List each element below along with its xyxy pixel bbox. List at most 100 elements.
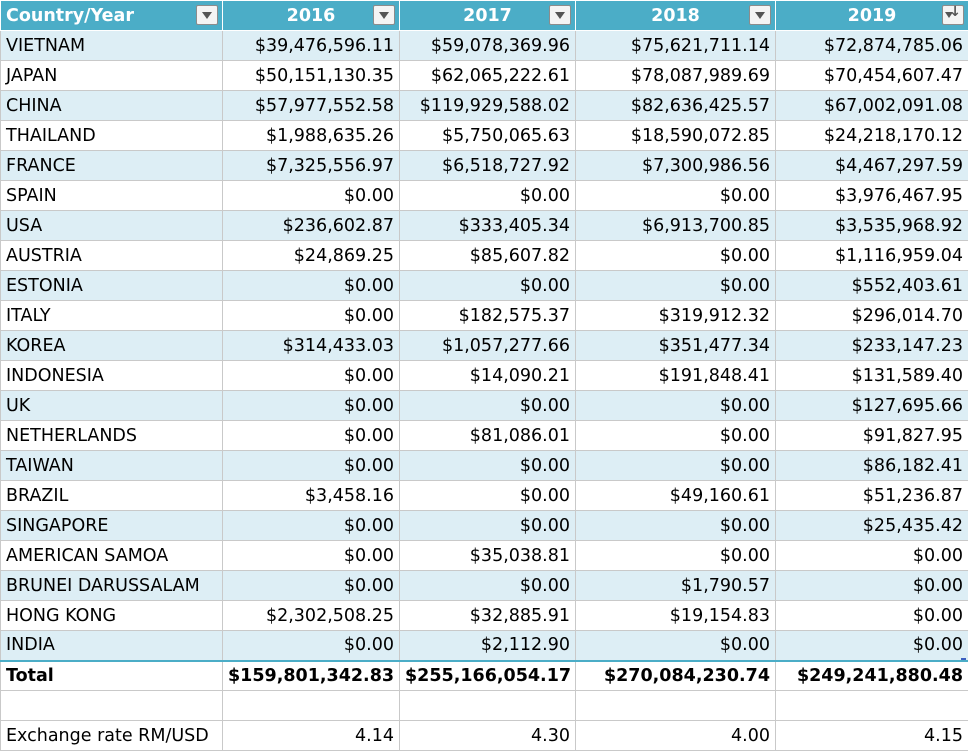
value-cell[interactable]: $75,621,711.14	[575, 30, 776, 61]
value-cell[interactable]: $78,087,989.69	[575, 60, 776, 91]
value-cell[interactable]: $0.00	[399, 180, 576, 211]
exchange-rate-cell[interactable]: 4.15	[775, 720, 968, 751]
country-cell[interactable]: JAPAN	[0, 60, 223, 91]
filter-dropdown-icon[interactable]	[373, 5, 395, 25]
country-cell[interactable]: TAIWAN	[0, 450, 223, 481]
value-cell[interactable]: $0.00	[575, 450, 776, 481]
value-cell[interactable]: $0.00	[399, 480, 576, 511]
value-cell[interactable]: $24,869.25	[222, 240, 400, 271]
value-cell[interactable]: $81,086.01	[399, 420, 576, 451]
value-cell[interactable]: $67,002,091.08	[775, 90, 968, 121]
header-year-2016[interactable]: 2016	[222, 0, 400, 31]
value-cell[interactable]: $333,405.34	[399, 210, 576, 241]
value-cell[interactable]: $91,827.95	[775, 420, 968, 451]
value-cell[interactable]: $18,590,072.85	[575, 120, 776, 151]
country-cell[interactable]: AMERICAN SAMOA	[0, 540, 223, 571]
value-cell[interactable]: $70,454,607.47	[775, 60, 968, 91]
value-cell[interactable]: $296,014.70	[775, 300, 968, 331]
country-cell[interactable]: BRUNEI DARUSSALAM	[0, 570, 223, 601]
value-cell[interactable]: $0.00	[222, 270, 400, 301]
value-cell[interactable]: $119,929,588.02	[399, 90, 576, 121]
value-cell[interactable]: $35,038.81	[399, 540, 576, 571]
value-cell[interactable]: $2,302,508.25	[222, 600, 400, 631]
value-cell[interactable]: $59,078,369.96	[399, 30, 576, 61]
exchange-rate-cell[interactable]: 4.14	[222, 720, 400, 751]
value-cell[interactable]: $86,182.41	[775, 450, 968, 481]
value-cell[interactable]: $19,154.83	[575, 600, 776, 631]
country-cell[interactable]: HONG KONG	[0, 600, 223, 631]
header-year-2017[interactable]: 2017	[399, 0, 576, 31]
header-year-2019[interactable]: 2019 ↓	[775, 0, 968, 31]
value-cell[interactable]: $182,575.37	[399, 300, 576, 331]
empty-cell[interactable]	[575, 690, 776, 721]
country-cell[interactable]: NETHERLANDS	[0, 420, 223, 451]
value-cell[interactable]: $233,147.23	[775, 330, 968, 361]
value-cell[interactable]: $0.00	[222, 300, 400, 331]
value-cell[interactable]: $0.00	[575, 390, 776, 421]
value-cell[interactable]: $0.00	[399, 570, 576, 601]
country-cell[interactable]: CHINA	[0, 90, 223, 121]
country-cell[interactable]: AUSTRIA	[0, 240, 223, 271]
value-cell[interactable]: $0.00	[775, 570, 968, 601]
value-cell[interactable]: $0.00	[775, 630, 968, 661]
total-value-cell[interactable]: $249,241,880.48	[775, 659, 968, 691]
value-cell[interactable]: $0.00	[222, 510, 400, 541]
total-value-cell[interactable]: $159,801,342.83	[222, 659, 400, 691]
value-cell[interactable]: $0.00	[399, 390, 576, 421]
country-cell[interactable]: THAILAND	[0, 120, 223, 151]
value-cell[interactable]: $0.00	[575, 540, 776, 571]
value-cell[interactable]: $0.00	[575, 420, 776, 451]
value-cell[interactable]: $7,325,556.97	[222, 150, 400, 181]
filter-dropdown-icon[interactable]	[196, 5, 218, 25]
value-cell[interactable]: $351,477.34	[575, 330, 776, 361]
value-cell[interactable]: $24,218,170.12	[775, 120, 968, 151]
value-cell[interactable]: $3,535,968.92	[775, 210, 968, 241]
value-cell[interactable]: $319,912.32	[575, 300, 776, 331]
value-cell[interactable]: $50,151,130.35	[222, 60, 400, 91]
total-value-cell[interactable]: $255,166,054.17	[399, 659, 576, 691]
value-cell[interactable]: $0.00	[575, 630, 776, 661]
value-cell[interactable]: $0.00	[399, 510, 576, 541]
value-cell[interactable]: $0.00	[222, 540, 400, 571]
value-cell[interactable]: $0.00	[399, 270, 576, 301]
value-cell[interactable]: $7,300,986.56	[575, 150, 776, 181]
value-cell[interactable]: $0.00	[775, 540, 968, 571]
empty-cell[interactable]	[399, 690, 576, 721]
value-cell[interactable]: $3,458.16	[222, 480, 400, 511]
value-cell[interactable]: $0.00	[399, 450, 576, 481]
country-cell[interactable]: ESTONIA	[0, 270, 223, 301]
value-cell[interactable]: $6,913,700.85	[575, 210, 776, 241]
value-cell[interactable]: $39,476,596.11	[222, 30, 400, 61]
country-cell[interactable]: VIETNAM	[0, 30, 223, 61]
value-cell[interactable]: $5,750,065.63	[399, 120, 576, 151]
value-cell[interactable]: $57,977,552.58	[222, 90, 400, 121]
empty-cell[interactable]	[775, 690, 968, 721]
value-cell[interactable]: $14,090.21	[399, 360, 576, 391]
value-cell[interactable]: $0.00	[575, 270, 776, 301]
value-cell[interactable]: $0.00	[575, 180, 776, 211]
value-cell[interactable]: $191,848.41	[575, 360, 776, 391]
value-cell[interactable]: $131,589.40	[775, 360, 968, 391]
value-cell[interactable]: $236,602.87	[222, 210, 400, 241]
value-cell[interactable]: $1,116,959.04	[775, 240, 968, 271]
country-cell[interactable]: BRAZIL	[0, 480, 223, 511]
country-cell[interactable]: SINGAPORE	[0, 510, 223, 541]
value-cell[interactable]: $72,874,785.06	[775, 30, 968, 61]
value-cell[interactable]: $3,976,467.95	[775, 180, 968, 211]
empty-cell[interactable]	[0, 690, 223, 721]
value-cell[interactable]: $0.00	[222, 450, 400, 481]
value-cell[interactable]: $1,988,635.26	[222, 120, 400, 151]
value-cell[interactable]: $552,403.61	[775, 270, 968, 301]
value-cell[interactable]: $85,607.82	[399, 240, 576, 271]
value-cell[interactable]: $1,790.57	[575, 570, 776, 601]
value-cell[interactable]: $127,695.66	[775, 390, 968, 421]
value-cell[interactable]: $0.00	[575, 510, 776, 541]
value-cell[interactable]: $0.00	[222, 630, 400, 661]
exchange-rate-cell[interactable]: 4.30	[399, 720, 576, 751]
selection-fill-handle[interactable]	[961, 657, 966, 660]
country-cell[interactable]: FRANCE	[0, 150, 223, 181]
country-cell[interactable]: KOREA	[0, 330, 223, 361]
value-cell[interactable]: $0.00	[575, 240, 776, 271]
value-cell[interactable]: $314,433.03	[222, 330, 400, 361]
filter-dropdown-icon[interactable]	[749, 5, 771, 25]
